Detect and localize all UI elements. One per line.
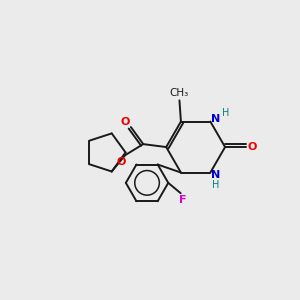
Text: F: F: [179, 195, 187, 205]
Text: O: O: [117, 157, 126, 167]
Text: H: H: [222, 108, 230, 118]
Text: CH₃: CH₃: [170, 88, 189, 98]
Text: O: O: [120, 117, 130, 127]
Text: O: O: [248, 142, 257, 152]
Text: N: N: [211, 170, 220, 181]
Text: N: N: [211, 114, 220, 124]
Text: H: H: [212, 180, 219, 190]
